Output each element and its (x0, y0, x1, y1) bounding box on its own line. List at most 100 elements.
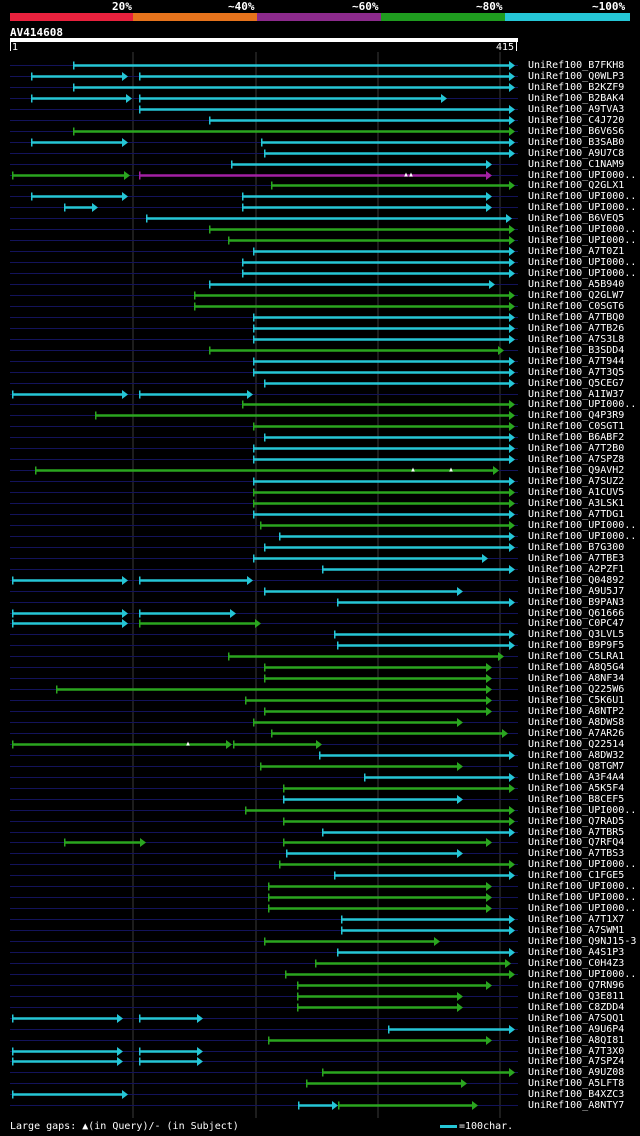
hit-label[interactable]: UniRef100_A9TVA3 (528, 103, 625, 115)
hit-label[interactable]: UniRef100_C8ZDD4 (528, 1001, 625, 1013)
hit-label[interactable]: UniRef100_UPI000.. (528, 968, 637, 980)
hit-label[interactable]: UniRef100_B2BAK4 (528, 92, 625, 104)
hit-label[interactable]: UniRef100_A7TBS3 (528, 847, 625, 859)
hit-label[interactable]: UniRef100_A7TBQ0 (528, 311, 625, 323)
hit-segment-start (264, 149, 266, 158)
hit-label[interactable]: UniRef100_UPI000.. (528, 891, 637, 903)
hit-label[interactable]: UniRef100_A7T3X0 (528, 1045, 625, 1057)
hit-label[interactable]: UniRef100_C1FGE5 (528, 869, 625, 881)
hit-label[interactable]: UniRef100_B9P9F5 (528, 639, 625, 651)
hit-label[interactable]: UniRef100_Q8TGM7 (528, 760, 625, 772)
hit-label[interactable]: UniRef100_A9U6P4 (528, 1023, 625, 1035)
hit-label[interactable]: UniRef100_A7TB26 (528, 322, 625, 334)
hit-segment-arrow (509, 455, 515, 464)
hit-label[interactable]: UniRef100_B7FKH8 (528, 59, 625, 71)
hit-label[interactable]: UniRef100_A1IW37 (528, 388, 625, 400)
hit-label[interactable]: UniRef100_B3SDD4 (528, 344, 625, 356)
hit-label[interactable]: UniRef100_Q3E811 (528, 990, 625, 1002)
hit-label[interactable]: UniRef100_Q7RFQ4 (528, 836, 625, 848)
hit-label[interactable]: UniRef100_Q9NJ15-3 (528, 935, 637, 947)
hit-label[interactable]: UniRef100_UPI000.. (528, 201, 637, 213)
hit-segment-arrow (486, 981, 492, 990)
hit-label[interactable]: UniRef100_A8Q5G4 (528, 661, 625, 673)
hit-label[interactable]: UniRef100_A3F4A4 (528, 771, 625, 783)
hit-label[interactable]: UniRef100_Q7RN96 (528, 979, 625, 991)
hit-label[interactable]: UniRef100_Q3LVL5 (528, 628, 625, 640)
hit-label[interactable]: UniRef100_A3LSK1 (528, 497, 625, 509)
hit-label[interactable]: UniRef100_B6V6S6 (528, 125, 625, 137)
hit-label[interactable]: UniRef100_C0PC47 (528, 617, 625, 629)
hit-label[interactable]: UniRef100_B9PAN3 (528, 596, 625, 608)
hit-label[interactable]: UniRef100_UPI000.. (528, 858, 637, 870)
hit-label[interactable]: UniRef100_C0SGT1 (528, 420, 625, 432)
hit-label[interactable]: UniRef100_UPI000.. (528, 880, 637, 892)
hit-label[interactable]: UniRef100_B3SAB0 (528, 136, 625, 148)
hit-label[interactable]: UniRef100_A7S3L8 (528, 333, 625, 345)
hit-label[interactable]: UniRef100_UPI000.. (528, 234, 637, 246)
hit-label[interactable]: UniRef100_UPI000.. (528, 804, 637, 816)
hit-label[interactable]: UniRef100_A7SWM1 (528, 924, 625, 936)
hit-label[interactable]: UniRef100_Q0WLP3 (528, 70, 625, 82)
hit-label[interactable]: UniRef100_Q2GLW7 (528, 289, 625, 301)
hit-label[interactable]: UniRef100_A4S1P3 (528, 946, 625, 958)
hit-label[interactable]: UniRef100_UPI000.. (528, 256, 637, 268)
hit-label[interactable]: UniRef100_UPI000.. (528, 519, 637, 531)
hit-label[interactable]: UniRef100_Q7RAD5 (528, 815, 625, 827)
hit-label[interactable]: UniRef100_A5LFT8 (528, 1077, 625, 1089)
hit-label[interactable]: UniRef100_UPI000.. (528, 267, 637, 279)
hit-label[interactable]: UniRef100_B2KZF9 (528, 81, 625, 93)
hit-label[interactable]: UniRef100_B7G300 (528, 541, 625, 553)
hit-label[interactable]: UniRef100_A8DW32 (528, 749, 625, 761)
hit-label[interactable]: UniRef100_A8NTY7 (528, 1099, 625, 1111)
hit-label[interactable]: UniRef100_UPI000.. (528, 190, 637, 202)
hit-label[interactable]: UniRef100_A7T3Q5 (528, 366, 625, 378)
hit-label[interactable]: UniRef100_UPI000.. (528, 223, 637, 235)
hit-label[interactable]: UniRef100_C0SGT6 (528, 300, 625, 312)
hit-label[interactable]: UniRef100_A8QI81 (528, 1034, 625, 1046)
hit-label[interactable]: UniRef100_Q225W6 (528, 683, 625, 695)
hit-label[interactable]: UniRef100_A7T1X7 (528, 913, 625, 925)
hit-label[interactable]: UniRef100_A7SPZ8 (528, 453, 625, 465)
hit-label[interactable]: UniRef100_A7T0Z1 (528, 245, 625, 257)
hit-label[interactable]: UniRef100_A7TBR5 (528, 826, 625, 838)
hit-label[interactable]: UniRef100_UPI000.. (528, 530, 637, 542)
hit-label[interactable]: UniRef100_A7T2B0 (528, 442, 625, 454)
hit-label[interactable]: UniRef100_C0H4Z3 (528, 957, 625, 969)
hit-label[interactable]: UniRef100_A7SPZ4 (528, 1055, 625, 1067)
hit-label[interactable]: UniRef100_Q9AVH2 (528, 464, 625, 476)
hit-label[interactable]: UniRef100_B6VEQ5 (528, 212, 625, 224)
hit-label[interactable]: UniRef100_A9UZ08 (528, 1066, 625, 1078)
hit-label[interactable]: UniRef100_A5K5F4 (528, 782, 625, 794)
hit-label[interactable]: UniRef100_C5LRA1 (528, 650, 625, 662)
hit-label[interactable]: UniRef100_A7SQQ1 (528, 1012, 625, 1024)
hit-label[interactable]: UniRef100_UPI000.. (528, 398, 637, 410)
hit-label[interactable]: UniRef100_Q5CEG7 (528, 377, 625, 389)
hit-label[interactable]: UniRef100_UPI000.. (528, 902, 637, 914)
hit-label[interactable]: UniRef100_Q61666 (528, 607, 625, 619)
hit-label[interactable]: UniRef100_C1NAM9 (528, 158, 625, 170)
hit-label[interactable]: UniRef100_Q04892 (528, 574, 625, 586)
hit-label[interactable]: UniRef100_A7SUZ2 (528, 475, 625, 487)
hit-label[interactable]: UniRef100_A8DWS8 (528, 716, 625, 728)
hit-label[interactable]: UniRef100_A9U7C8 (528, 147, 625, 159)
hit-label[interactable]: UniRef100_A5B940 (528, 278, 625, 290)
hit-label[interactable]: UniRef100_A7T944 (528, 355, 625, 367)
hit-label[interactable]: UniRef100_C5K6U1 (528, 694, 625, 706)
hit-label[interactable]: UniRef100_A1CUV5 (528, 486, 625, 498)
hit-label[interactable]: UniRef100_UPI000.. (528, 169, 637, 181)
hit-label[interactable]: UniRef100_B6ABF2 (528, 431, 625, 443)
hit-label[interactable]: UniRef100_A8NF34 (528, 672, 625, 684)
hit-segment-arrow (486, 838, 492, 847)
hit-label[interactable]: UniRef100_Q4P3R9 (528, 409, 625, 421)
hit-label[interactable]: UniRef100_C4J720 (528, 114, 625, 126)
hit-label[interactable]: UniRef100_A9U5J7 (528, 585, 625, 597)
hit-label[interactable]: UniRef100_A2PZF1 (528, 563, 625, 575)
hit-label[interactable]: UniRef100_Q22514 (528, 738, 625, 750)
hit-label[interactable]: UniRef100_Q2GLX1 (528, 179, 625, 191)
hit-label[interactable]: UniRef100_B4XZC3 (528, 1088, 625, 1100)
hit-label[interactable]: UniRef100_A7AR26 (528, 727, 625, 739)
hit-label[interactable]: UniRef100_A7TBE3 (528, 552, 625, 564)
hit-label[interactable]: UniRef100_A7TDG1 (528, 508, 625, 520)
hit-label[interactable]: UniRef100_A8NTP2 (528, 705, 625, 717)
hit-label[interactable]: UniRef100_B8CEF5 (528, 793, 625, 805)
